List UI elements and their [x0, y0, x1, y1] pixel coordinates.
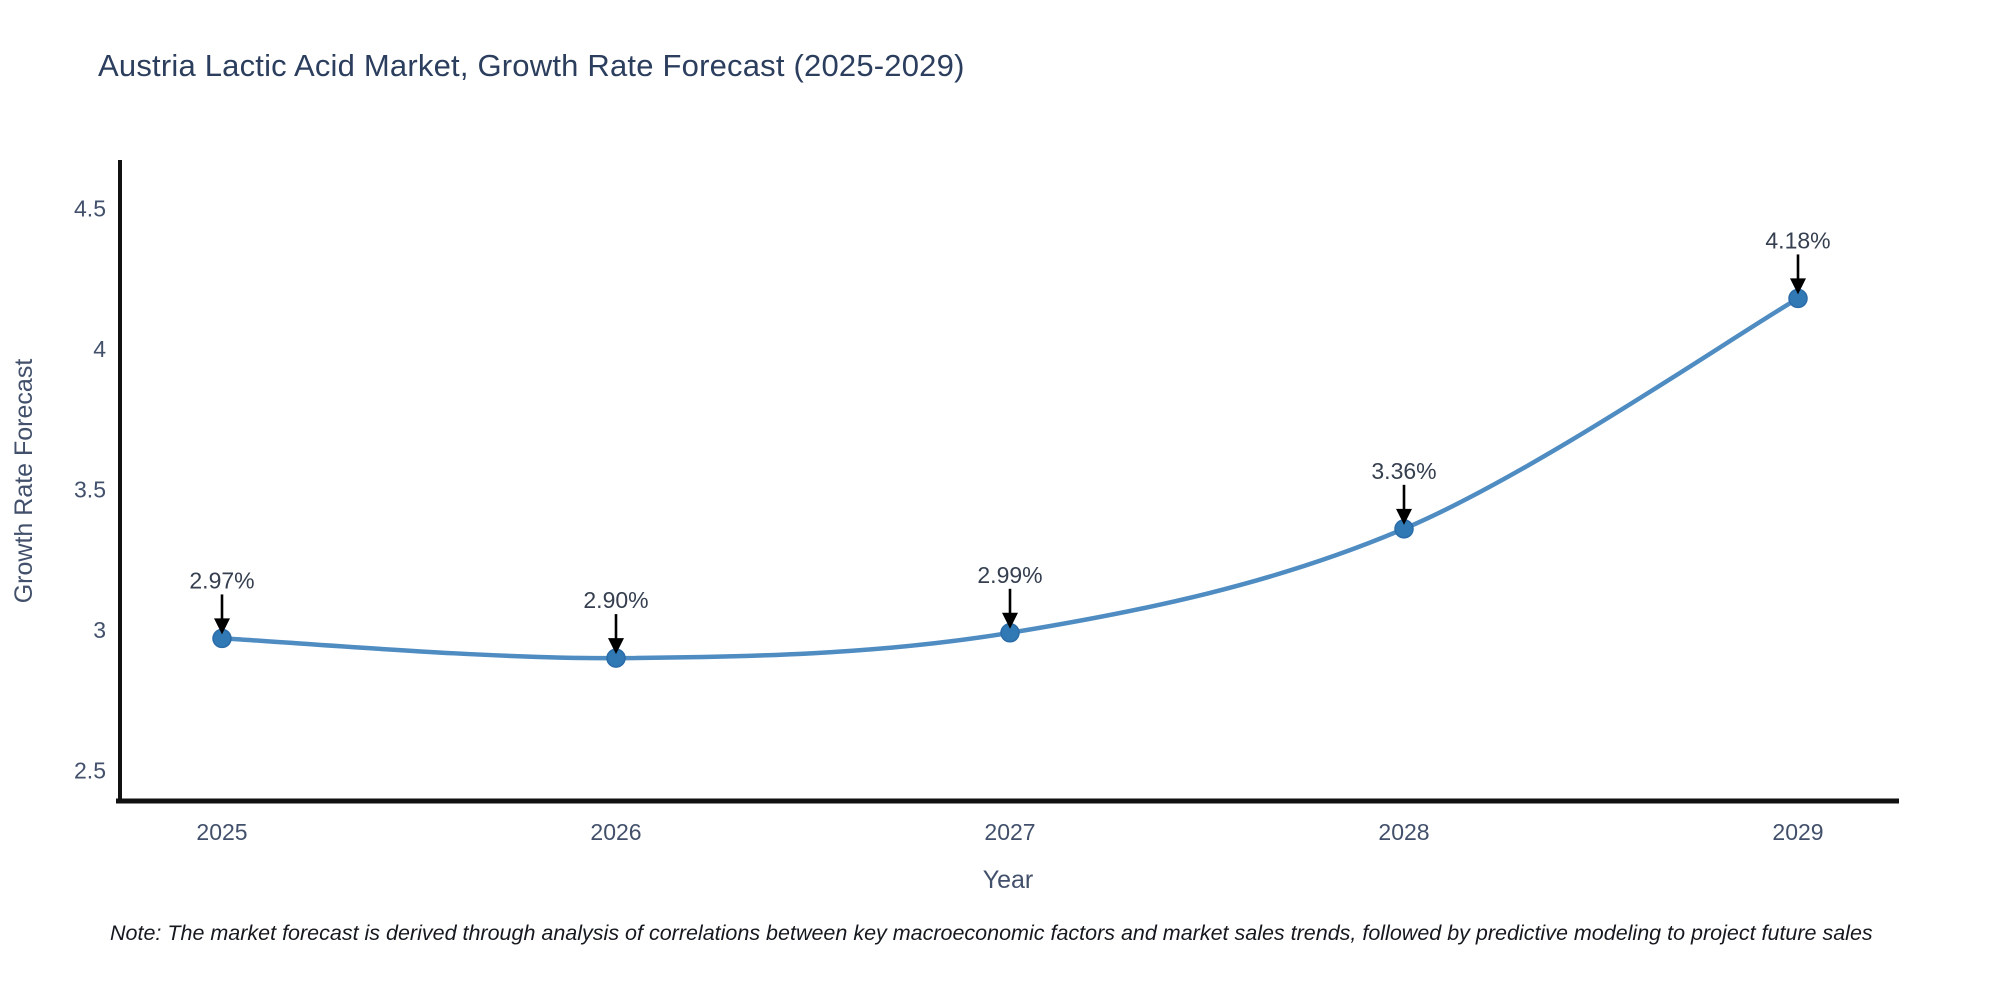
- chart-footnote: Note: The market forecast is derived thr…: [110, 921, 1873, 945]
- chart-title: Austria Lactic Acid Market, Growth Rate …: [98, 48, 965, 83]
- annotation-arrow-head: [214, 618, 230, 635]
- data-point-label: 2.97%: [189, 567, 254, 593]
- data-point-label: 2.90%: [583, 587, 648, 613]
- annotation-arrow-head: [608, 638, 624, 655]
- x-tick-label: 2025: [196, 819, 247, 845]
- y-tick-label: 2.5: [74, 758, 106, 784]
- y-tick-label: 3: [93, 617, 106, 643]
- annotation-arrow-head: [1002, 612, 1018, 629]
- annotation-arrow-head: [1396, 508, 1412, 525]
- x-tick-label: 2028: [1378, 819, 1429, 845]
- y-axis-title: Growth Rate Forecast: [10, 359, 38, 604]
- y-tick-label: 4: [93, 336, 106, 362]
- data-point-label: 3.36%: [1371, 458, 1436, 484]
- x-tick-label: 2027: [984, 819, 1035, 845]
- x-tick-label: 2029: [1772, 819, 1823, 845]
- y-tick-label: 3.5: [74, 477, 106, 503]
- annotation-arrow-head: [1790, 278, 1806, 295]
- x-axis-title: Year: [983, 866, 1034, 894]
- y-tick-label: 4.5: [74, 196, 106, 222]
- data-point-label: 4.18%: [1765, 227, 1830, 253]
- x-tick-label: 2026: [590, 819, 641, 845]
- data-point-label: 2.99%: [977, 562, 1042, 588]
